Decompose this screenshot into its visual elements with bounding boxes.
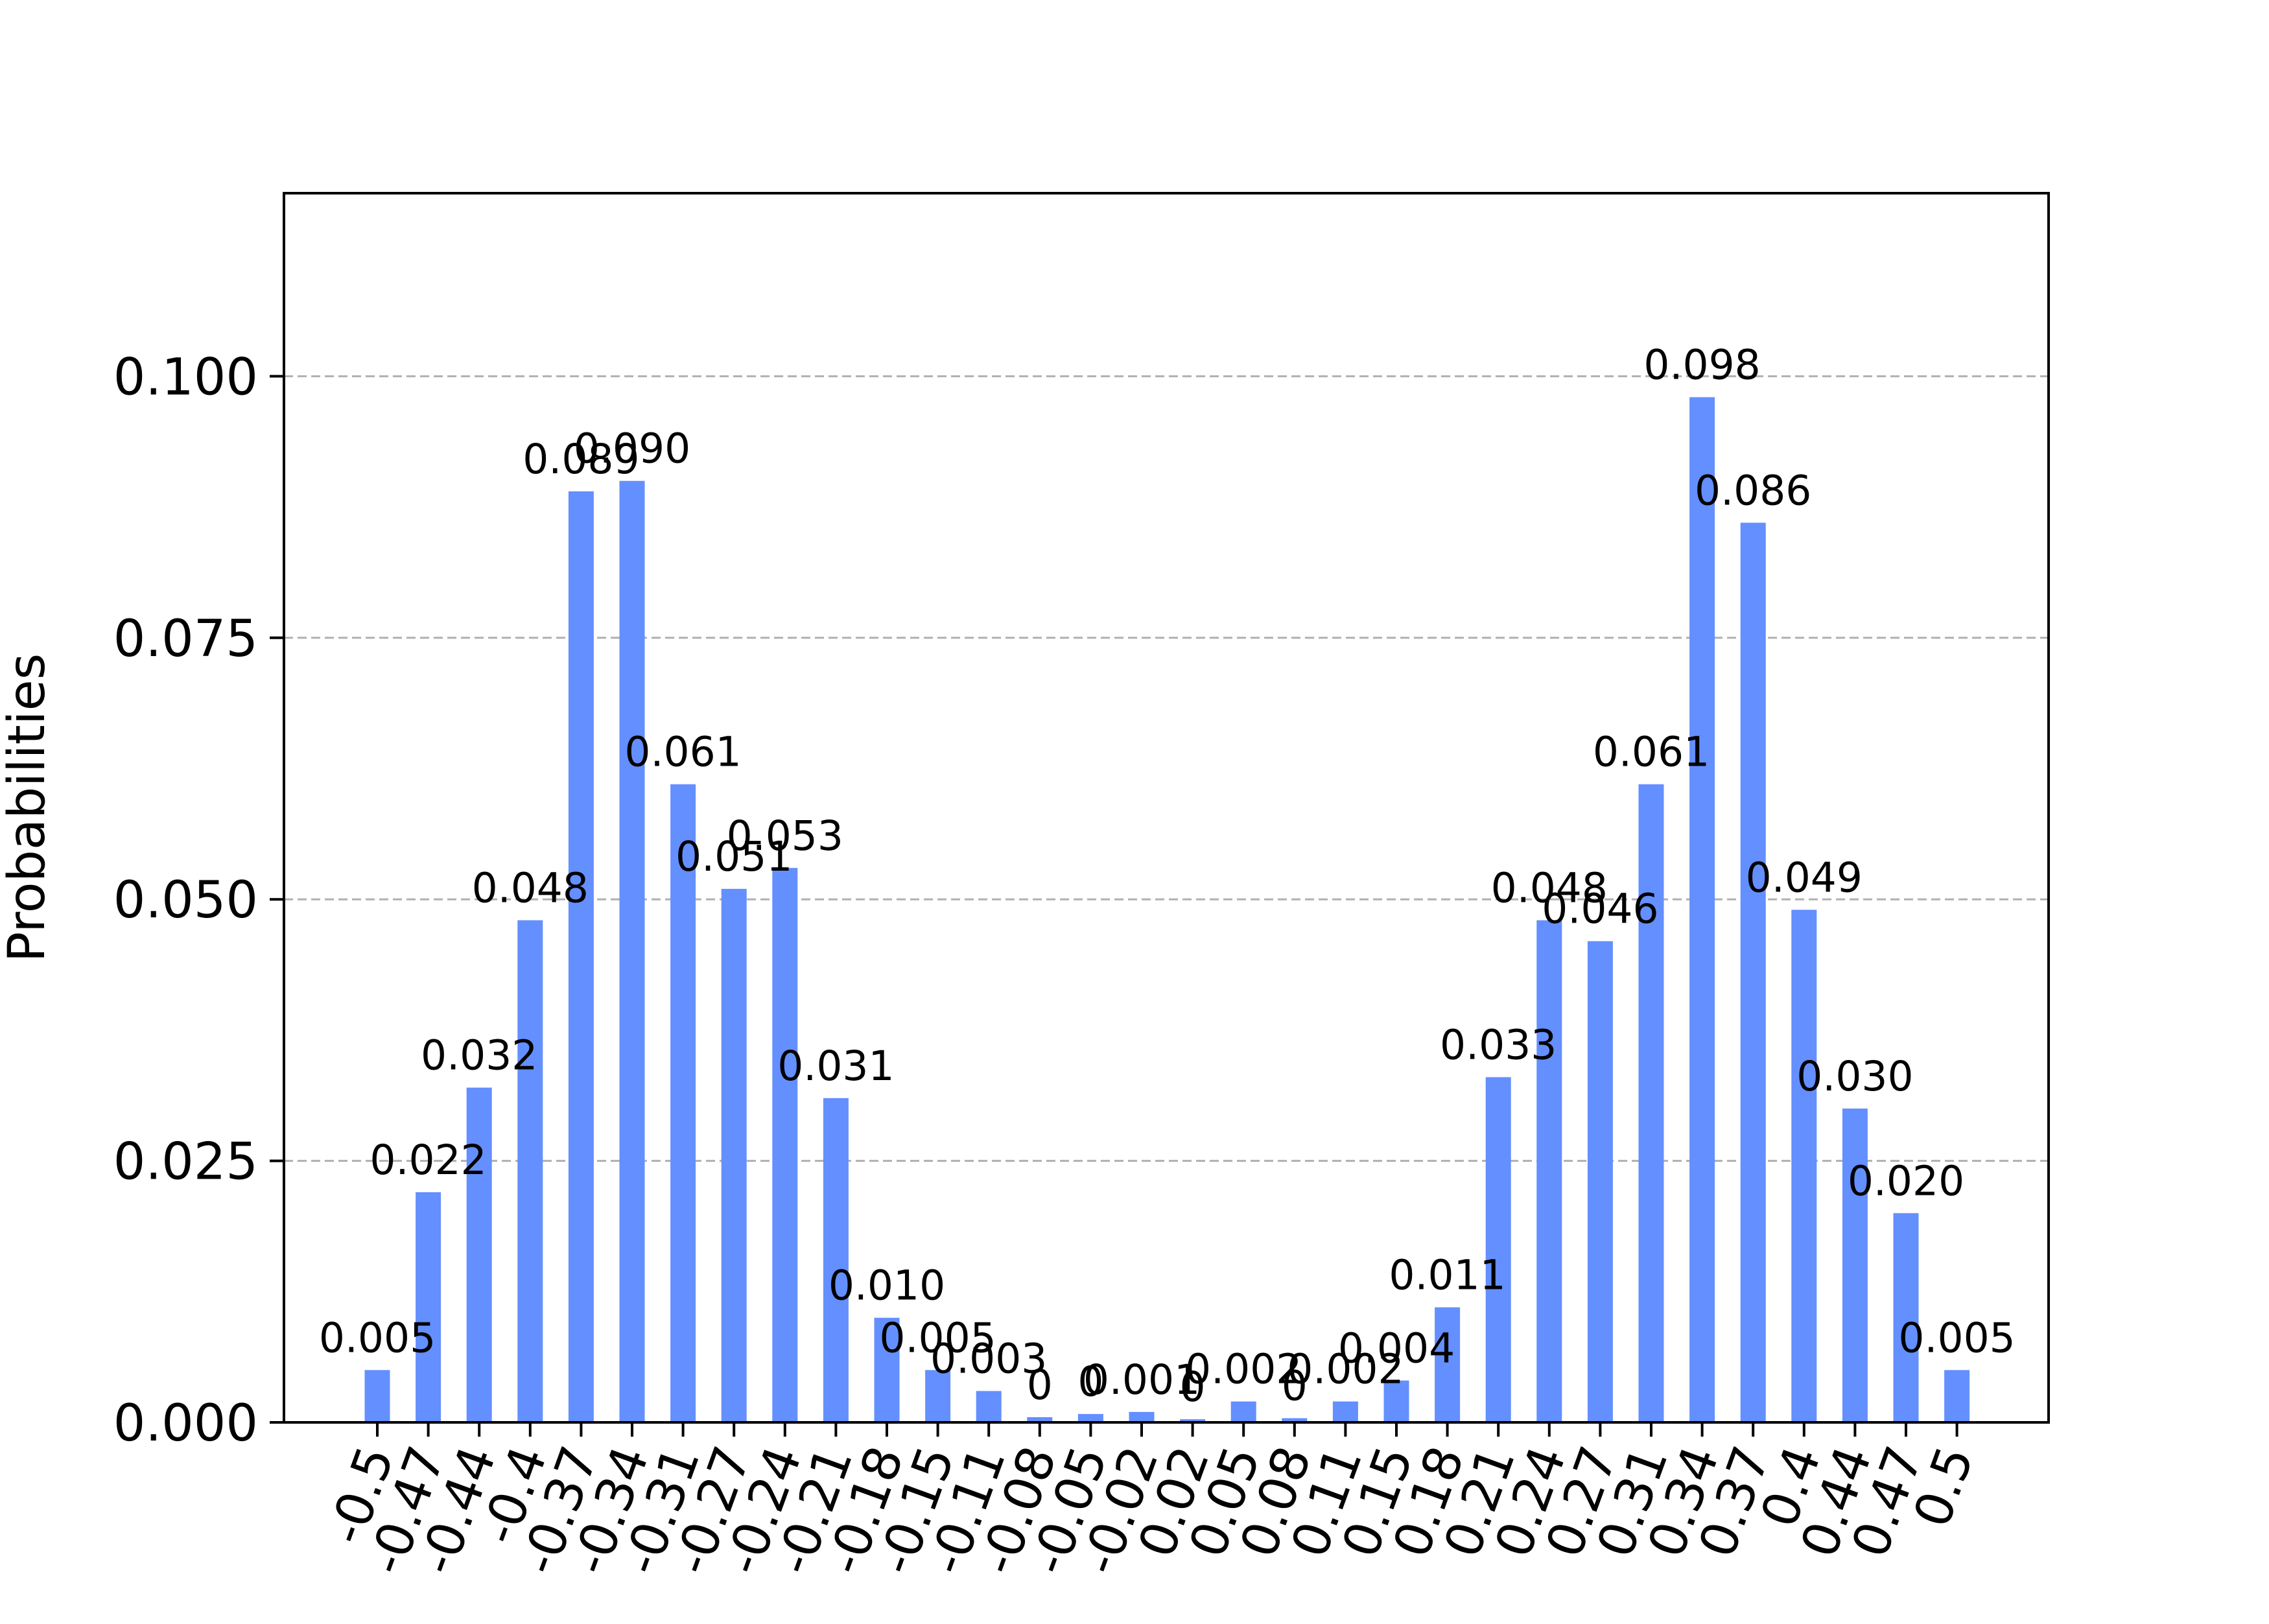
data-label: 0.032 xyxy=(421,1032,537,1079)
data-label: 0 xyxy=(1180,1363,1206,1411)
y-tick-label: 0.100 xyxy=(113,348,258,406)
data-label: 0.061 xyxy=(624,729,741,776)
bar xyxy=(925,1370,951,1422)
y-tick-label: 0.075 xyxy=(113,610,258,668)
bar xyxy=(1842,1108,1868,1422)
data-label: 0.053 xyxy=(727,812,843,860)
data-label: 0.031 xyxy=(777,1042,894,1090)
bar xyxy=(1077,1414,1103,1422)
data-label: 0.005 xyxy=(1898,1314,2015,1361)
data-label: 0.001 xyxy=(1083,1356,1200,1404)
data-label: 0.098 xyxy=(1643,342,1760,389)
bar xyxy=(1944,1370,1970,1422)
data-label: 0.020 xyxy=(1848,1157,1964,1205)
data-label: 0.005 xyxy=(319,1314,436,1361)
bar xyxy=(721,889,747,1422)
bar xyxy=(1689,397,1715,1423)
data-label: 0.051 xyxy=(676,833,792,880)
data-label: 0.090 xyxy=(574,425,690,473)
data-label: 0.048 xyxy=(1491,864,1608,912)
data-label: 0.002 xyxy=(1287,1346,1404,1393)
plot-area-frame xyxy=(283,192,2050,1424)
y-axis: 0.000 0.025 0.050 0.075 0.100 xyxy=(113,348,284,1453)
data-label: 0.033 xyxy=(1440,1022,1557,1069)
bar xyxy=(823,1098,849,1422)
data-label: 0.002 xyxy=(1185,1346,1302,1393)
bar xyxy=(1485,1077,1511,1422)
bar xyxy=(517,920,543,1422)
bar xyxy=(1791,910,1817,1422)
bar xyxy=(466,1087,492,1422)
bar xyxy=(364,1370,390,1422)
data-label: 0.046 xyxy=(1542,886,1658,933)
bar xyxy=(1638,784,1664,1422)
data-label: 0.003 xyxy=(930,1336,1047,1383)
data-label: 0.005 xyxy=(879,1314,996,1361)
bar xyxy=(772,867,798,1422)
data-label: 0.061 xyxy=(1593,729,1710,776)
bar xyxy=(1129,1411,1155,1422)
data-label: 0.048 xyxy=(472,864,589,912)
data-label: 0.022 xyxy=(370,1136,486,1184)
bar xyxy=(670,784,696,1422)
bar xyxy=(416,1192,441,1422)
data-label: 0.030 xyxy=(1796,1053,1913,1100)
y-tick-label: 0.025 xyxy=(113,1133,258,1192)
data-label: 0 xyxy=(1077,1358,1103,1406)
data-label: 0 xyxy=(1282,1363,1308,1410)
bar xyxy=(1536,920,1562,1422)
bar xyxy=(1435,1307,1461,1422)
bar xyxy=(1180,1419,1206,1422)
bar xyxy=(1282,1418,1308,1422)
y-tick-label: 0.050 xyxy=(113,871,258,930)
data-label: 0.049 xyxy=(1746,854,1863,901)
data-label: 0.011 xyxy=(1389,1252,1505,1299)
data-label: 0.089 xyxy=(523,436,639,483)
bar xyxy=(1230,1401,1256,1422)
bar xyxy=(1587,941,1613,1422)
bar xyxy=(1027,1417,1053,1422)
y-tick-label: 0.000 xyxy=(113,1395,258,1453)
bar xyxy=(1383,1380,1409,1422)
y-axis-label: Probabilities xyxy=(0,653,56,962)
bar xyxy=(619,480,645,1423)
data-label: 0 xyxy=(1027,1361,1053,1409)
bar xyxy=(1332,1401,1358,1422)
x-axis: -0.5-0.47-0.44-0.4-0.37-0.34-0.31-0.27-0… xyxy=(317,1422,1985,1582)
bar xyxy=(976,1391,1002,1422)
data-label: 0.086 xyxy=(1695,467,1811,514)
bars xyxy=(364,397,1970,1423)
data-label: 0.010 xyxy=(829,1262,945,1310)
bar xyxy=(874,1317,900,1422)
bar xyxy=(1893,1213,1919,1422)
data-label: 0.004 xyxy=(1338,1324,1455,1372)
bar xyxy=(1740,523,1766,1423)
bar xyxy=(568,491,594,1422)
